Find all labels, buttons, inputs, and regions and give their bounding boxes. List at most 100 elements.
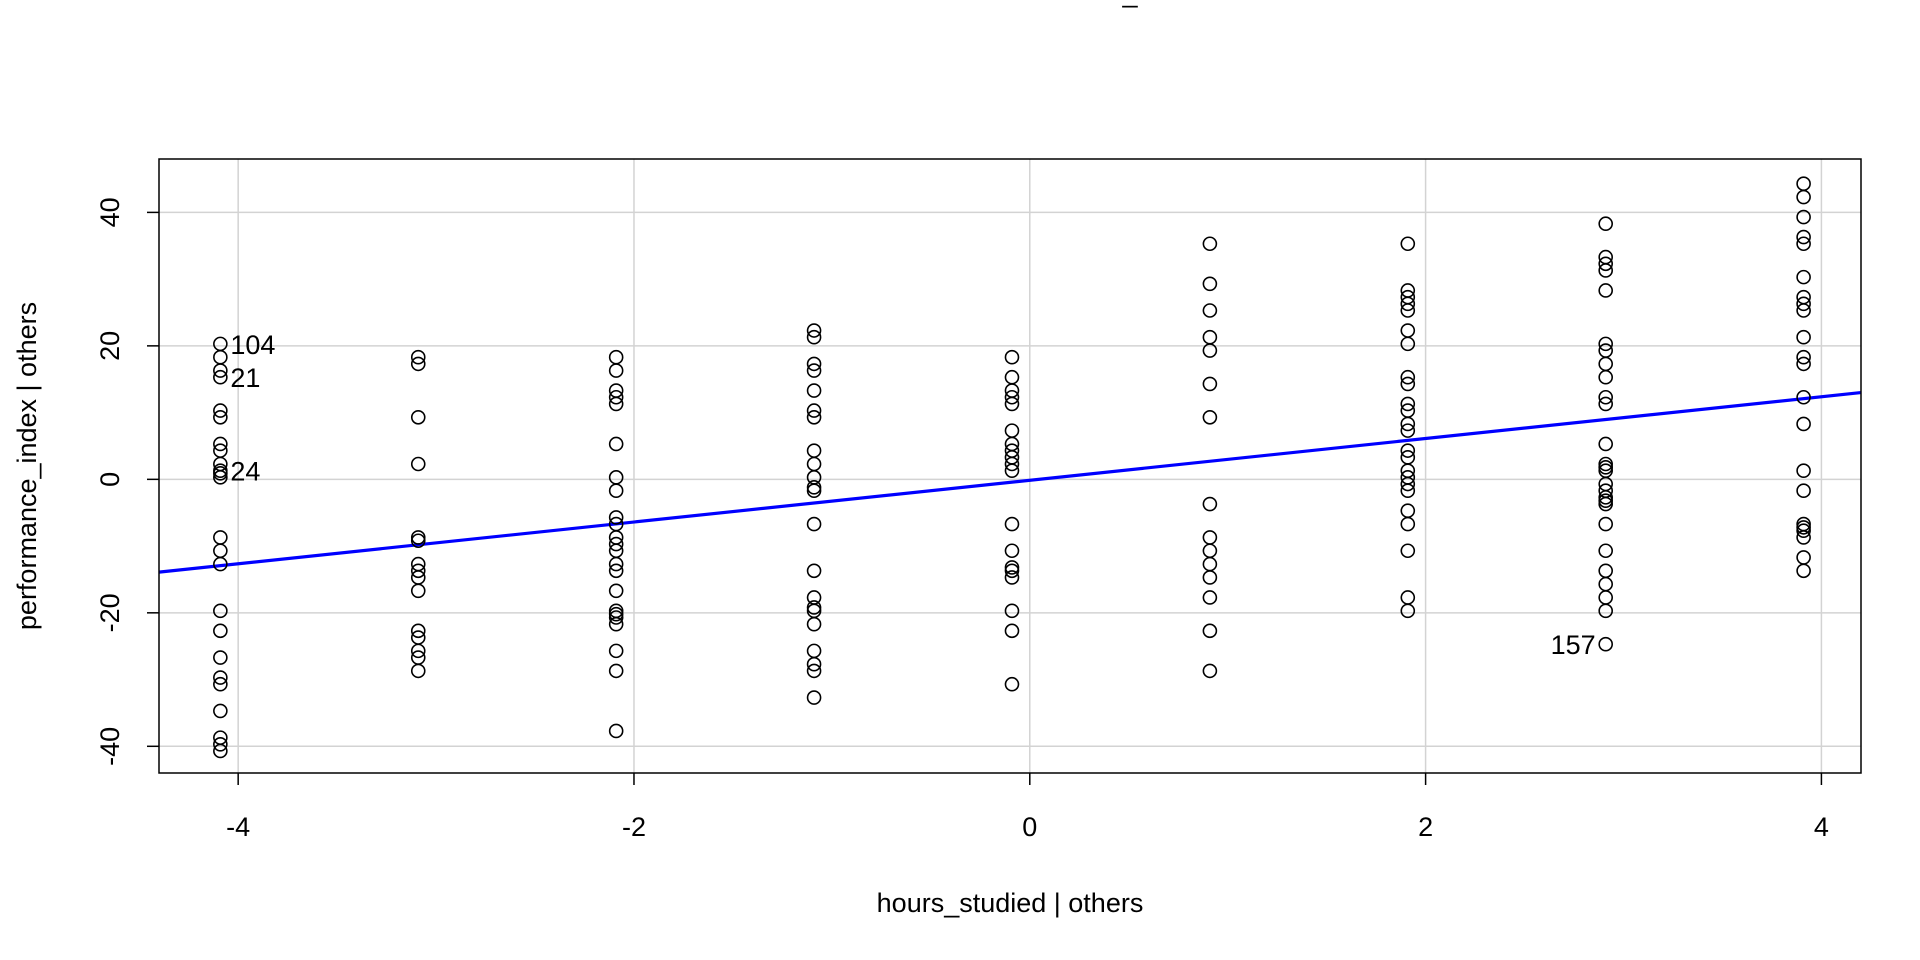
data-point [1202,376,1218,392]
x-tick-label: -4 [226,812,250,842]
y-tick-label: 0 [95,472,125,487]
data-point [213,436,228,452]
data-point [1796,530,1811,545]
point-label: 157 [1551,630,1596,660]
data-point [806,690,822,705]
x-tick-label: 4 [1814,812,1829,842]
chart-title: _ [1121,0,1138,8]
data-point [1400,296,1416,312]
data-point [1400,369,1416,385]
data-point [213,543,228,559]
data-point [608,616,624,632]
data-point [806,356,822,372]
data-point [1598,436,1613,452]
data-point [608,723,624,739]
data-point [1598,603,1613,619]
data-point [410,623,426,639]
data-point [213,403,228,418]
data-point [1796,209,1811,225]
data-point [1202,543,1218,559]
data-point [1796,349,1811,365]
data-point [1598,543,1613,559]
data-point [1796,176,1811,191]
data-point [213,703,228,719]
point-label: 104 [230,330,275,360]
data-point [608,643,624,659]
data-point [1796,236,1811,252]
data-point [1796,303,1811,318]
fit-line-layer [158,390,1862,574]
data-point [1400,416,1416,432]
data-point [1004,676,1020,692]
data-point [1598,369,1613,385]
data-point [1598,263,1613,278]
x-axis: -4 -2 0 2 4 [226,773,1829,842]
data-point [213,676,228,692]
data-point [1400,303,1416,318]
data-point [410,356,426,372]
data-point [806,663,822,679]
data-point [608,510,624,525]
data-point [608,536,624,552]
data-point [1598,576,1613,592]
data-point [213,409,228,425]
data-point [1400,543,1416,559]
data-point [1796,563,1811,579]
data-point [806,363,822,378]
data-point [410,533,426,549]
data-point [806,409,822,425]
data-point [1796,229,1811,245]
data-point [410,663,426,679]
data-point [1598,256,1613,272]
data-point [608,349,624,365]
data-point [1202,303,1218,318]
data-point [608,663,624,679]
data-point [1400,516,1416,532]
data-point [1004,396,1020,412]
data-point [1796,550,1811,565]
y-tick-label: -40 [95,727,125,766]
data-point [608,606,624,622]
data-point [806,643,822,659]
data-point [1202,496,1218,512]
data-point [1598,496,1613,512]
data-point [1598,396,1613,412]
data-point [1796,463,1811,478]
x-tick-label: -2 [622,812,646,842]
data-point [1202,343,1218,358]
data-point [1202,623,1218,639]
data-point [213,556,228,572]
data-point [806,329,822,345]
plot-frame [158,158,1862,774]
data-point [1598,493,1613,509]
data-point [1400,443,1416,458]
data-point [1004,543,1020,559]
y-axis: -40 -20 0 20 40 [95,197,159,766]
data-point [213,349,228,365]
data-point [213,623,228,639]
data-point [608,436,624,452]
data-point [1796,416,1811,432]
data-point [1004,560,1020,575]
x-tick-label: 0 [1022,812,1037,842]
data-point [806,456,822,472]
data-point [213,470,228,485]
data-point [806,656,822,672]
data-point [608,470,624,485]
data-point [1004,623,1020,639]
data-point [213,743,228,759]
data-point [806,563,822,579]
data-point [1598,636,1613,652]
data-point [806,323,822,338]
data-point [1598,216,1613,232]
data-point [1004,603,1020,619]
data-point [608,483,624,498]
data-point [410,563,426,579]
data-point [1004,570,1020,585]
y-axis-title: performance_index | others [12,302,42,630]
data-point [213,650,228,665]
data-point [1202,530,1218,545]
data-point [608,396,624,412]
data-point [806,480,822,495]
